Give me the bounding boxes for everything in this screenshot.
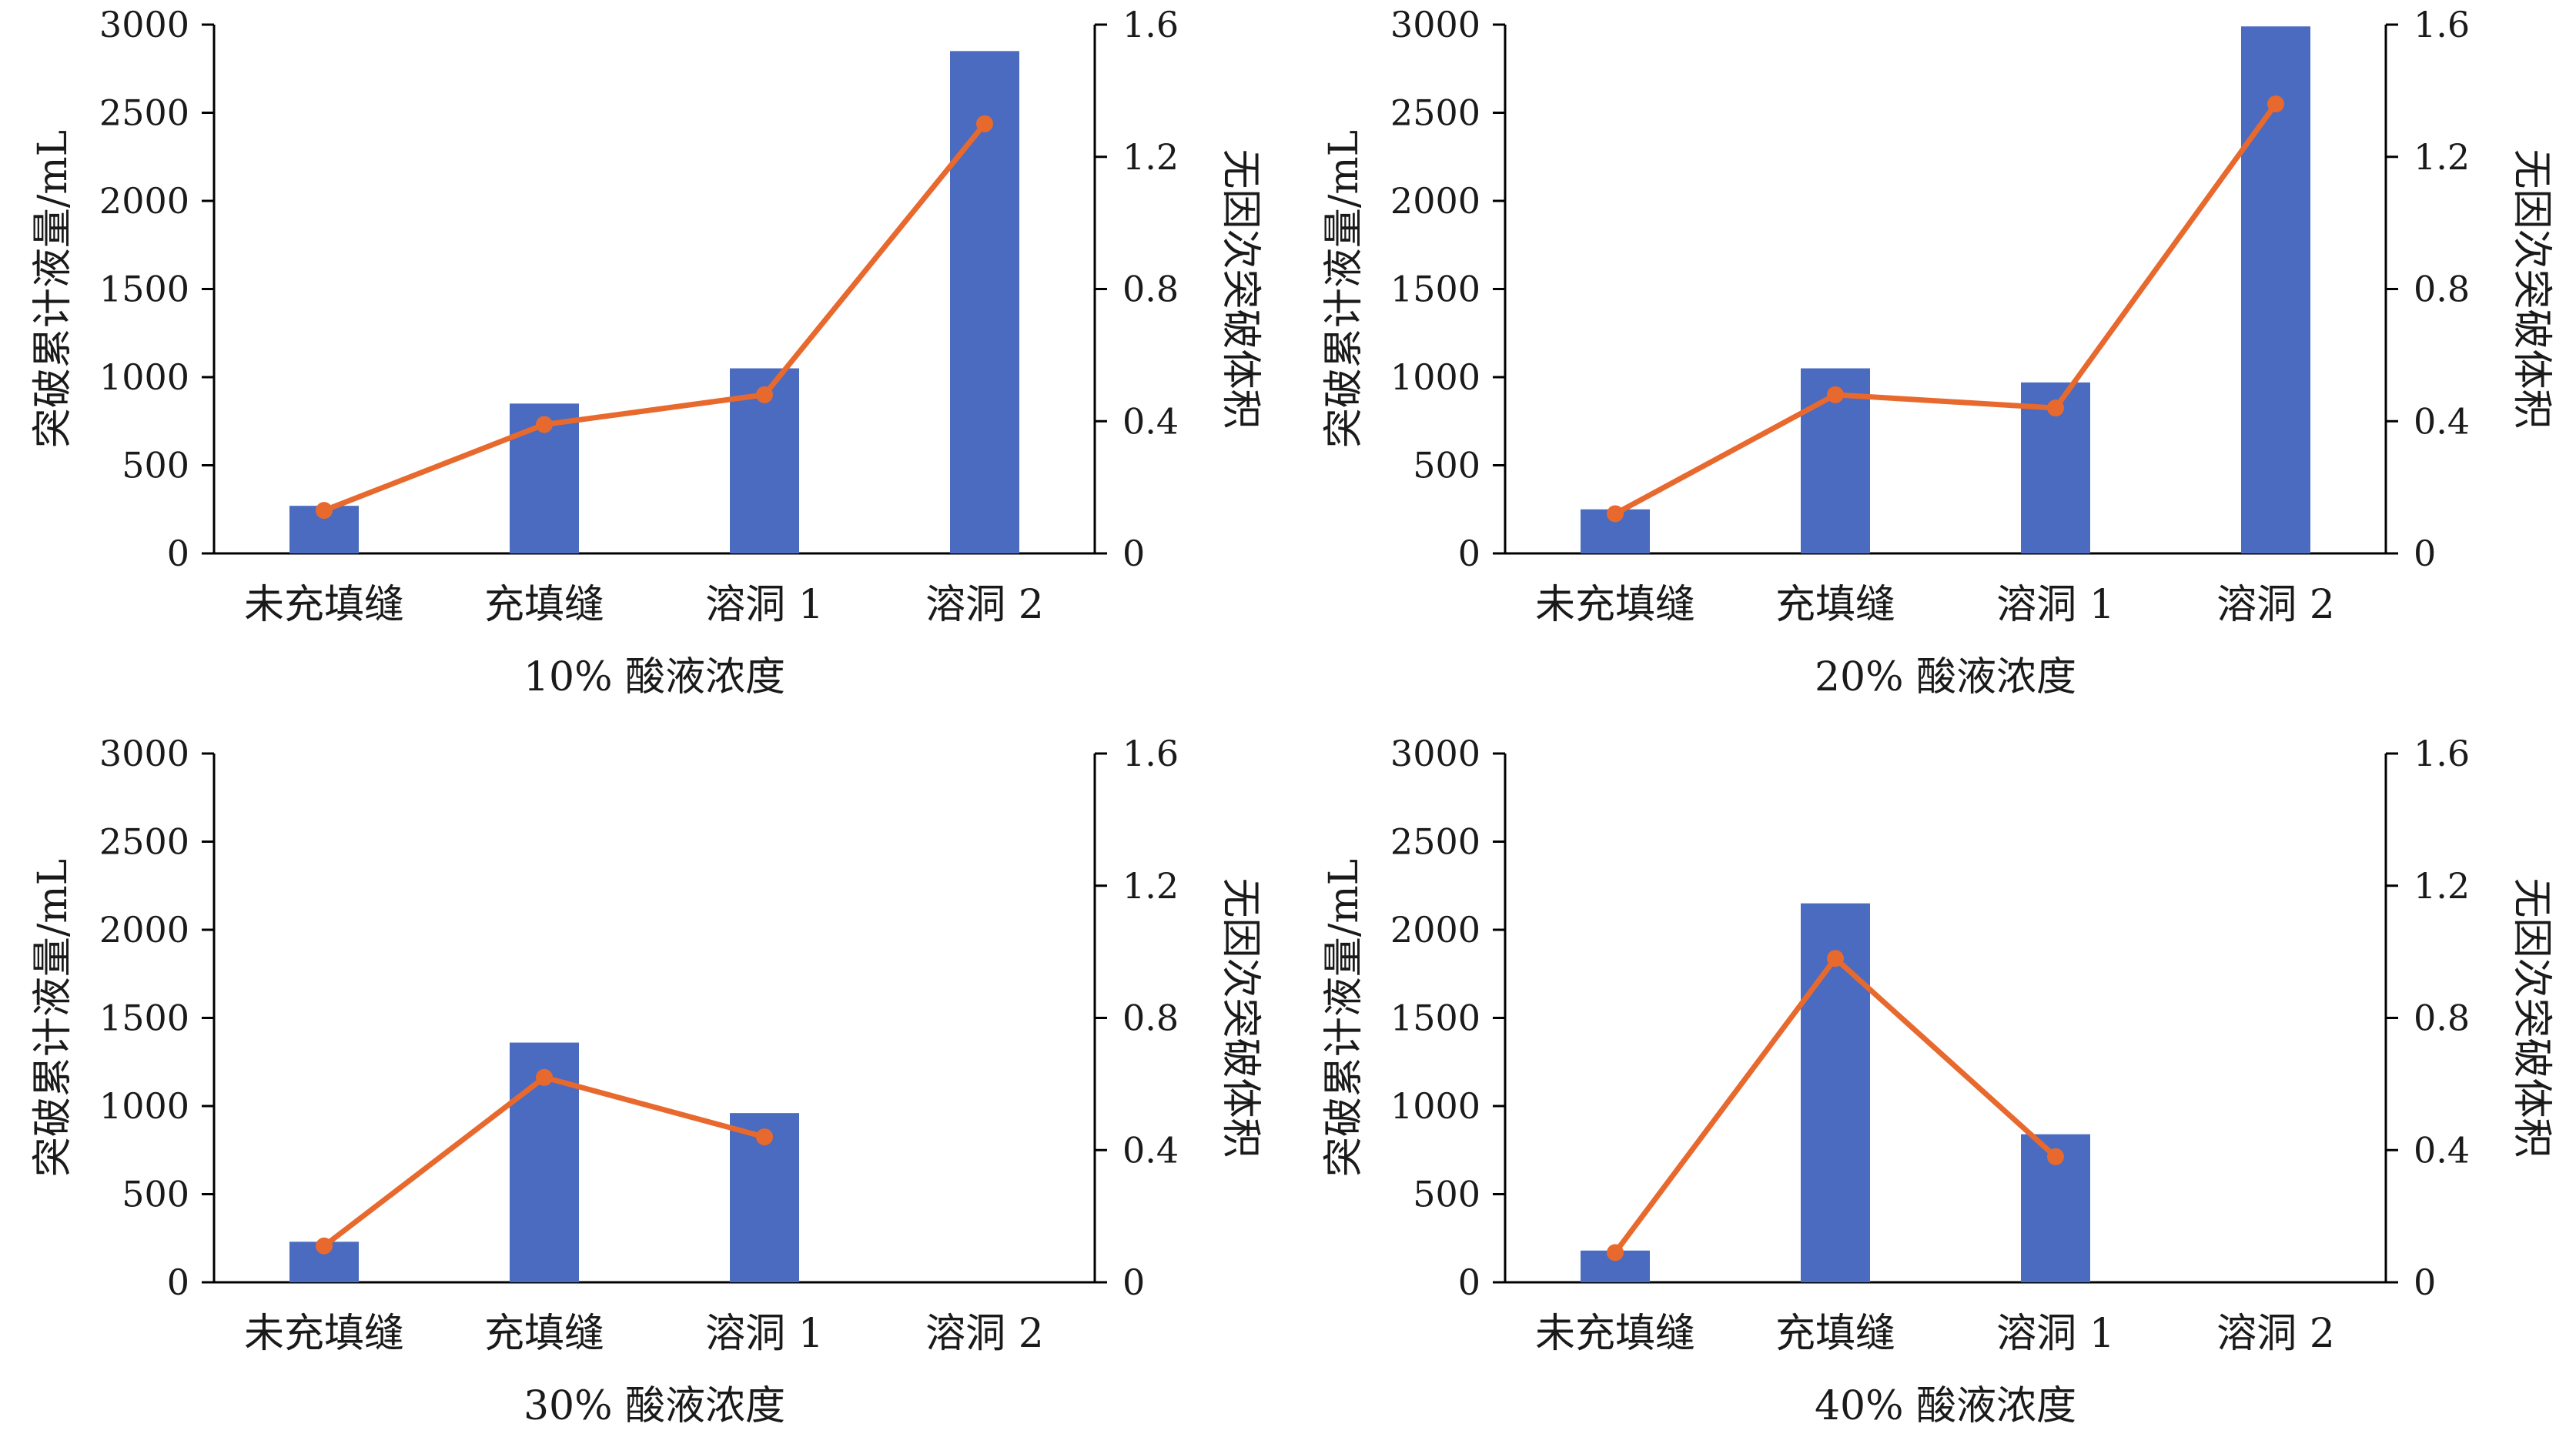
line-point bbox=[976, 115, 993, 132]
chart-panel-3: 0 500 1000 1500 2000 2500 3000 0 0.4 0.8 1.2 1.6 未充填… bbox=[30, 733, 1263, 1429]
line-point bbox=[756, 386, 773, 403]
chart-panel-2: 0 500 1000 1500 2000 2500 3000 0 0.4 0.8 1.2 1.6 未充填… bbox=[1321, 4, 2554, 700]
right-tick-label: 1.2 bbox=[2414, 865, 2470, 907]
line-point bbox=[2047, 399, 2064, 417]
left-tick-label: 1500 bbox=[99, 269, 189, 310]
right-tick-label: 0.4 bbox=[2414, 400, 2470, 442]
category-label: 溶洞 1 bbox=[1996, 582, 2115, 628]
category-label: 未充填缝 bbox=[1535, 1311, 1695, 1357]
left-tick-label: 3000 bbox=[1390, 733, 1480, 774]
line-point bbox=[536, 1068, 553, 1086]
right-axis-title: 无因次突破体积 bbox=[2508, 149, 2554, 429]
category-label: 未充填缝 bbox=[1535, 582, 1695, 628]
left-tick-label: 500 bbox=[1413, 445, 1480, 486]
left-tick-label: 2500 bbox=[1390, 92, 1480, 134]
line-point bbox=[1827, 386, 1844, 403]
left-tick-label: 0 bbox=[1458, 533, 1480, 574]
right-tick-label: 0.8 bbox=[2414, 269, 2470, 310]
left-tick-label: 1500 bbox=[1390, 269, 1480, 310]
left-tick-label: 3000 bbox=[99, 4, 189, 45]
bar bbox=[2241, 26, 2310, 554]
left-tick-label: 2000 bbox=[1390, 909, 1480, 951]
category-label: 充填缝 bbox=[484, 1311, 604, 1357]
left-tick-label: 0 bbox=[1458, 1262, 1480, 1303]
category-label: 溶洞 2 bbox=[2216, 1311, 2335, 1357]
category-label: 溶洞 2 bbox=[925, 1311, 1044, 1357]
category-label: 充填缝 bbox=[1775, 1311, 1895, 1357]
line-point bbox=[756, 1128, 773, 1146]
left-axis-title: 突破累计液量/mL bbox=[1321, 859, 1367, 1177]
right-tick-label: 1.6 bbox=[1122, 4, 1179, 45]
x-axis-title: 20% 酸液浓度 bbox=[1815, 654, 2076, 700]
line-point bbox=[1607, 505, 1624, 523]
left-tick-label: 500 bbox=[122, 1174, 189, 1215]
right-tick-label: 0.8 bbox=[1122, 269, 1179, 310]
right-tick-label: 0.4 bbox=[1122, 1129, 1179, 1171]
left-tick-label: 2000 bbox=[99, 180, 189, 222]
right-tick-label: 1.6 bbox=[2414, 733, 2470, 774]
line-point bbox=[2047, 1148, 2064, 1165]
right-tick-label: 1.6 bbox=[1122, 733, 1179, 774]
line-point bbox=[316, 502, 333, 520]
left-tick-label: 3000 bbox=[1390, 4, 1480, 45]
right-tick-label: 0.4 bbox=[1122, 400, 1179, 442]
right-tick-label: 0 bbox=[2414, 533, 2436, 574]
left-tick-label: 0 bbox=[167, 533, 189, 574]
category-label: 溶洞 1 bbox=[705, 582, 824, 628]
x-axis-title: 10% 酸液浓度 bbox=[524, 654, 785, 700]
series-line bbox=[323, 122, 987, 513]
x-axis-title: 30% 酸液浓度 bbox=[524, 1383, 785, 1429]
left-axis-title: 突破累计液量/mL bbox=[30, 130, 76, 448]
category-label: 未充填缝 bbox=[244, 1311, 404, 1357]
left-tick-label: 1000 bbox=[99, 356, 189, 398]
category-label: 溶洞 1 bbox=[705, 1311, 824, 1357]
chart-panel-1: 0 500 1000 1500 2000 2500 3000 0 0.4 0.8 1.2 1.6 未充填… bbox=[30, 4, 1263, 700]
left-tick-label: 500 bbox=[1413, 1174, 1480, 1215]
left-tick-label: 3000 bbox=[99, 733, 189, 774]
left-tick-label: 1500 bbox=[99, 998, 189, 1039]
right-tick-label: 1.6 bbox=[2414, 4, 2470, 45]
category-label: 未充填缝 bbox=[244, 582, 404, 628]
right-tick-label: 0 bbox=[1122, 1262, 1145, 1303]
left-tick-label: 2000 bbox=[99, 909, 189, 951]
left-axis-title: 突破累计液量/mL bbox=[30, 859, 76, 1177]
left-tick-label: 2500 bbox=[99, 821, 189, 863]
category-label: 充填缝 bbox=[484, 582, 604, 628]
right-tick-label: 1.2 bbox=[1122, 865, 1179, 907]
right-axis-title: 无因次突破体积 bbox=[1217, 877, 1263, 1158]
x-axis-title: 40% 酸液浓度 bbox=[1815, 1383, 2076, 1429]
category-label: 溶洞 1 bbox=[1996, 1311, 2115, 1357]
series-line bbox=[1614, 102, 2278, 516]
line-point bbox=[2267, 95, 2284, 113]
category-label: 溶洞 2 bbox=[925, 582, 1044, 628]
line-point bbox=[316, 1237, 333, 1255]
line-point bbox=[1827, 950, 1844, 967]
left-tick-label: 500 bbox=[122, 445, 189, 486]
left-tick-label: 0 bbox=[167, 1262, 189, 1303]
line-point bbox=[536, 416, 553, 433]
line-point bbox=[1607, 1244, 1624, 1262]
right-axis-title: 无因次突破体积 bbox=[2508, 877, 2554, 1158]
right-tick-label: 0.8 bbox=[1122, 998, 1179, 1039]
left-axis-title: 突破累计液量/mL bbox=[1321, 130, 1367, 448]
right-tick-label: 0.4 bbox=[2414, 1129, 2470, 1171]
left-tick-label: 1000 bbox=[99, 1085, 189, 1127]
right-tick-label: 1.2 bbox=[2414, 136, 2470, 178]
category-label: 溶洞 2 bbox=[2216, 582, 2335, 628]
chart-panel-4: 0 500 1000 1500 2000 2500 3000 0 0.4 0.8 1.2 1.6 未充填… bbox=[1321, 733, 2554, 1429]
left-tick-label: 1000 bbox=[1390, 356, 1480, 398]
right-tick-label: 0.8 bbox=[2414, 998, 2470, 1039]
right-tick-label: 0 bbox=[1122, 533, 1145, 574]
right-axis-title: 无因次突破体积 bbox=[1217, 149, 1263, 429]
left-tick-label: 2500 bbox=[1390, 821, 1480, 863]
bar bbox=[950, 51, 1019, 554]
category-label: 充填缝 bbox=[1775, 582, 1895, 628]
left-tick-label: 1000 bbox=[1390, 1085, 1480, 1127]
right-tick-label: 1.2 bbox=[1122, 136, 1179, 178]
left-tick-label: 1500 bbox=[1390, 998, 1480, 1039]
left-tick-label: 2500 bbox=[99, 92, 189, 134]
left-tick-label: 2000 bbox=[1390, 180, 1480, 222]
right-tick-label: 0 bbox=[2414, 1262, 2436, 1303]
